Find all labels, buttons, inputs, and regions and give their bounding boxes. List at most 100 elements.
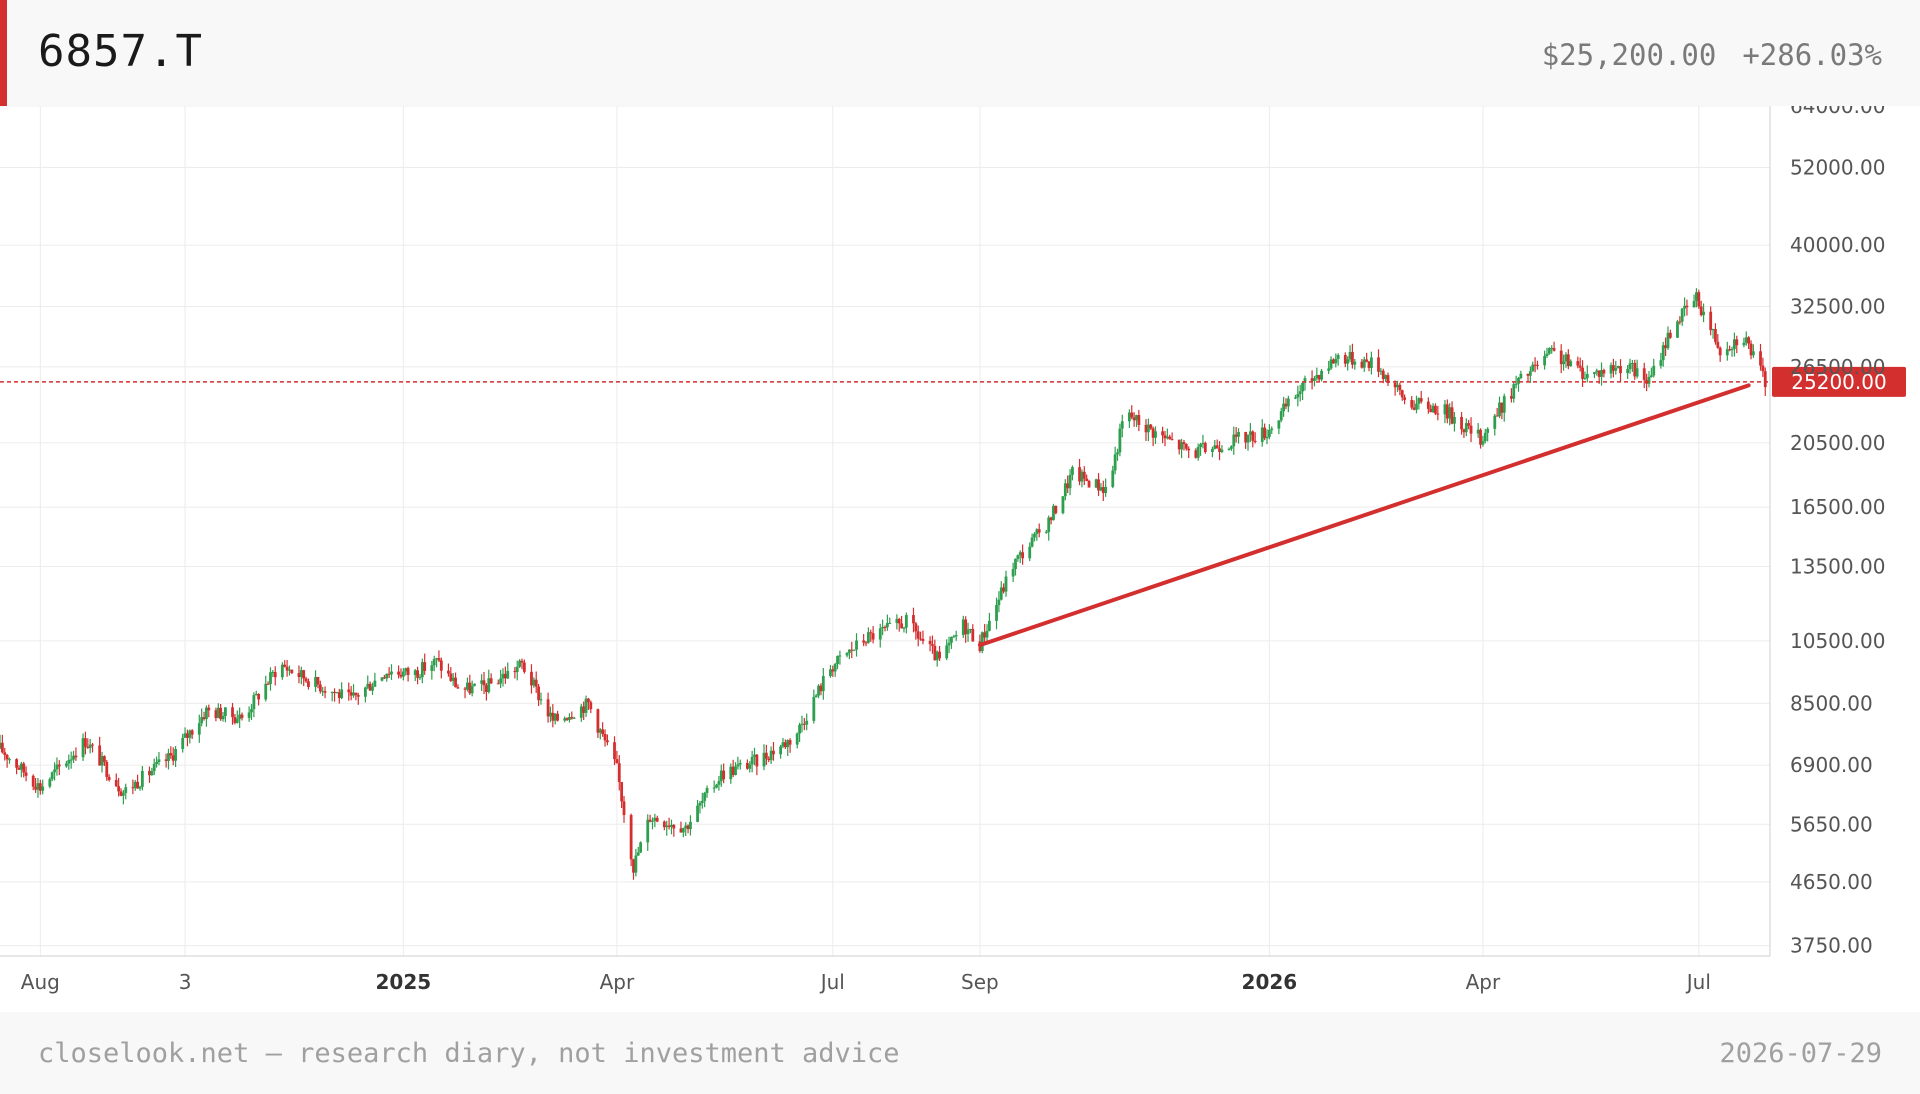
candle-body — [304, 678, 308, 682]
candle-body — [912, 615, 915, 624]
candle-body — [596, 709, 600, 733]
candle-body — [150, 771, 154, 776]
candle-body — [1203, 442, 1207, 452]
last-price: $25,200.00 — [1541, 38, 1717, 72]
candle-body — [1113, 454, 1117, 471]
candle-body — [689, 821, 692, 830]
candle-body — [636, 852, 640, 856]
candle-body — [34, 786, 37, 790]
candle-body — [423, 662, 427, 671]
candle-body — [321, 691, 325, 693]
candle-body — [1116, 452, 1119, 455]
candle-body — [1080, 471, 1084, 482]
candle-body — [271, 672, 275, 674]
candle-body — [1398, 384, 1402, 391]
candle-body — [1448, 407, 1452, 419]
candle-body — [1733, 339, 1736, 349]
candle-body — [546, 699, 550, 717]
candle-body — [224, 707, 227, 717]
candle-body — [648, 819, 652, 822]
candle-body — [1635, 368, 1639, 377]
candle-body — [437, 658, 441, 661]
candle-body — [347, 689, 351, 693]
candle-body — [171, 755, 175, 761]
candle-body — [1714, 329, 1717, 342]
candle-body — [783, 742, 787, 748]
candle-body — [696, 805, 699, 822]
candle-body — [1559, 350, 1563, 365]
candle-body — [1213, 445, 1217, 449]
candle-body — [1381, 370, 1385, 379]
candle-body — [686, 825, 690, 830]
candle-body — [572, 717, 576, 719]
candle-body — [1365, 359, 1369, 362]
candle-body — [665, 825, 669, 828]
candle-body — [1600, 370, 1603, 377]
candle-body — [363, 687, 367, 697]
candle-body — [1453, 416, 1456, 424]
candle-body — [565, 718, 569, 720]
candle-body — [1211, 448, 1214, 452]
candle-body — [1061, 496, 1065, 514]
candle-body — [852, 649, 856, 651]
candle-body — [703, 793, 707, 801]
candle-body — [1443, 404, 1447, 415]
candle-body — [240, 714, 244, 718]
candle-body — [615, 759, 619, 764]
candle-body — [584, 698, 588, 713]
candle-body — [734, 766, 737, 775]
candle-body — [869, 632, 873, 634]
candle-body — [1215, 445, 1219, 449]
candle-body — [1685, 305, 1689, 308]
candle-body — [1426, 401, 1430, 409]
candle-body — [1196, 446, 1200, 458]
candle-body — [1744, 337, 1748, 343]
candle-body — [1377, 357, 1380, 372]
candle-body — [1666, 332, 1670, 349]
candle-body — [717, 781, 721, 785]
candle-body — [662, 821, 666, 828]
candle-body — [1369, 357, 1373, 368]
candle-body — [1761, 365, 1765, 372]
candle-body — [1120, 421, 1124, 429]
candle-body — [1163, 435, 1167, 439]
candle-body — [551, 712, 555, 721]
candle-body — [373, 680, 377, 687]
candle-body — [8, 759, 11, 761]
candle-body — [1085, 478, 1089, 481]
candle-body — [919, 638, 922, 640]
candle-body — [1612, 365, 1615, 371]
y-tick-label: 13500.00 — [1790, 555, 1885, 579]
candle-body — [148, 770, 151, 776]
candle-body — [205, 707, 208, 720]
candle-body — [862, 640, 866, 643]
candle-body — [316, 676, 320, 685]
candle-body — [257, 693, 261, 700]
candle-body — [197, 723, 201, 735]
candle-body — [100, 756, 104, 766]
candle-body — [601, 729, 605, 735]
candle-body — [700, 800, 704, 804]
candle-body — [470, 685, 474, 694]
candle-body — [1097, 479, 1100, 491]
candle-body — [98, 745, 102, 766]
candle-body — [1346, 359, 1350, 364]
candle-body — [1526, 373, 1530, 376]
candle-body — [1313, 378, 1316, 381]
candle-body — [69, 759, 73, 761]
candle-body — [1403, 397, 1407, 400]
candle-body — [850, 649, 854, 651]
price-chart[interactable]: 25200.00 3750.00 4650.00 5650.00 6900.00 850… — [0, 106, 1920, 1012]
candle-body — [117, 786, 121, 792]
candle-body — [1279, 411, 1283, 421]
candle-body — [1137, 415, 1141, 425]
candle-body — [22, 763, 26, 773]
candle-body — [152, 763, 156, 772]
candle-body — [1578, 365, 1582, 368]
candle-body — [935, 651, 939, 661]
candle-body — [900, 623, 904, 629]
candle-body — [1384, 375, 1388, 379]
candle-body — [969, 629, 972, 631]
candle-body — [1165, 436, 1169, 439]
candle-body — [164, 759, 168, 761]
